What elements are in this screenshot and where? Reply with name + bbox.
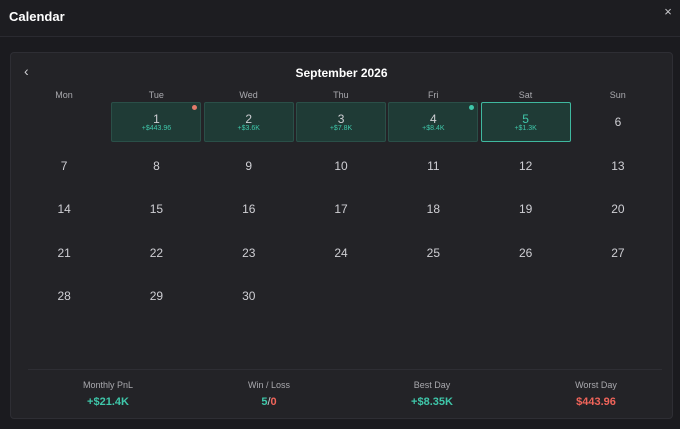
day-cell-21[interactable]: 21	[19, 233, 109, 273]
day-cell-3[interactable]: 3 +$7.8K	[296, 102, 387, 142]
day-cell-18[interactable]: 18	[388, 189, 478, 229]
day-number: 14	[57, 202, 71, 216]
day-number: 24	[334, 245, 348, 260]
monthly-pnl-value: +$21.4K	[87, 396, 129, 408]
weekday-header-row: Mon Tue Wed Thu Fri Sat Sun	[18, 90, 664, 102]
day-number: 11	[427, 158, 440, 173]
day-number: 26	[518, 245, 533, 260]
best-day-value: +$8.35K	[411, 396, 453, 408]
weekday-sat: Sat	[518, 90, 533, 100]
day-cell-16[interactable]: 16	[204, 189, 294, 229]
day-number: 21	[57, 245, 71, 260]
day-cell-25[interactable]: 25	[388, 233, 478, 273]
day-number: 15	[149, 202, 164, 216]
day-number: 27	[611, 245, 625, 260]
day-number: 12	[518, 158, 533, 173]
weekday-sun: Sun	[609, 90, 626, 100]
day-number: 6	[614, 115, 622, 129]
month-title: September 2026	[295, 66, 388, 80]
weekday-tue: Tue	[148, 90, 164, 100]
day-number: 18	[426, 202, 441, 216]
day-number: 22	[149, 245, 164, 260]
close-icon[interactable]: ×	[664, 4, 672, 19]
day-cell-29[interactable]: 29	[111, 276, 201, 316]
day-number: 30	[242, 289, 256, 303]
win-loss-value: 5/0	[189, 396, 349, 408]
day-cell-6[interactable]: 6	[573, 102, 663, 142]
wins-count: 5	[261, 396, 268, 408]
day-cell-8[interactable]: 8	[111, 146, 201, 186]
day-cell-13[interactable]: 13	[573, 146, 663, 186]
worst-day-value: $443.96	[576, 396, 616, 408]
day-cell-2[interactable]: 2 +$3.6K	[203, 102, 294, 142]
weekday-mon: Mon	[55, 90, 73, 100]
stat-label: Best Day	[413, 380, 451, 390]
day-pnl: +$1.3K	[514, 125, 537, 132]
modal-title: Calendar	[9, 9, 65, 24]
calendar-panel: ‹ September 2026 Mon Tue Wed Thu Fri Sat Sun 1…	[10, 52, 673, 419]
day-number: 23	[242, 245, 256, 260]
day-pnl: +$3.6K	[237, 125, 260, 132]
day-number: 20	[611, 202, 625, 216]
day-cell-9[interactable]: 9	[204, 146, 294, 186]
stats-bar: Monthly PnL +$21.4K Win / Loss 5/0 Best …	[18, 380, 664, 414]
weekday-thu: Thu	[333, 90, 349, 100]
stat-label: Monthly PnL	[82, 380, 134, 390]
day-cell-15[interactable]: 15	[111, 189, 201, 229]
day-cell-4[interactable]: 4 +$8.4K	[388, 102, 479, 142]
losses-count: 0	[270, 396, 277, 408]
day-cell-17[interactable]: 17	[296, 189, 386, 229]
day-cell-7[interactable]: 7	[19, 146, 109, 186]
day-cell-19[interactable]: 19	[481, 189, 571, 229]
stat-label: Worst Day	[575, 380, 617, 390]
day-cell-20[interactable]: 20	[573, 189, 663, 229]
day-number: 28	[57, 289, 71, 303]
day-number: 25	[426, 245, 441, 260]
stat-label: Win / Loss	[247, 380, 290, 390]
stat-win-loss: Win / Loss 5/0	[189, 380, 349, 408]
chevron-left-icon[interactable]: ‹	[24, 63, 29, 79]
day-pnl: +$443.96	[141, 125, 172, 132]
day-number: 8	[153, 158, 160, 173]
day-number: 19	[518, 202, 533, 216]
day-number: 9	[245, 158, 253, 173]
day-number: 7	[60, 158, 68, 173]
modal-header: Calendar ×	[0, 0, 680, 37]
day-number: 5	[522, 112, 529, 126]
day-cell-26[interactable]: 26	[481, 233, 571, 273]
stat-monthly-pnl: Monthly PnL +$21.4K	[28, 380, 188, 408]
day-number: 17	[334, 202, 348, 216]
day-cell-14[interactable]: 14	[19, 189, 109, 229]
day-cell-28[interactable]: 28	[19, 276, 109, 316]
day-cell-30[interactable]: 30	[204, 276, 294, 316]
day-cell-1[interactable]: 1 +$443.96	[111, 102, 202, 142]
day-cell-11[interactable]: 11	[388, 146, 478, 186]
win-loss-separator: /	[267, 396, 271, 408]
day-number: 3	[337, 112, 345, 126]
weekday-fri: Fri	[427, 90, 439, 100]
day-cell-10[interactable]: 10	[296, 146, 386, 186]
calendar-grid: 1 +$443.96 2 +$3.6K 3 +$7.8K 4 +$8.4K 5 +$1.3K 6 7 8…	[18, 102, 664, 342]
day-pnl: +$8.4K	[422, 125, 445, 132]
day-number: 2	[245, 112, 253, 126]
day-number: 1	[153, 112, 160, 126]
indicator-dot-icon	[469, 105, 475, 110]
divider	[28, 369, 662, 370]
stat-best-day: Best Day +$8.35K	[352, 380, 512, 408]
day-number: 29	[149, 289, 164, 303]
stat-worst-day: Worst Day $443.96	[516, 380, 676, 408]
day-cell-22[interactable]: 22	[111, 233, 201, 273]
day-cell-23[interactable]: 23	[204, 233, 294, 273]
day-number: 10	[334, 158, 348, 173]
day-number: 4	[430, 112, 437, 126]
day-number: 13	[611, 158, 625, 173]
day-cell-5[interactable]: 5 +$1.3K	[480, 102, 571, 142]
day-cell-24[interactable]: 24	[296, 233, 386, 273]
day-pnl: +$7.8K	[329, 125, 353, 132]
day-cell-12[interactable]: 12	[481, 146, 571, 186]
weekday-wed: Wed	[239, 90, 258, 100]
indicator-dot-icon	[192, 105, 198, 110]
day-number: 16	[242, 202, 256, 216]
day-cell-27[interactable]: 27	[573, 233, 663, 273]
